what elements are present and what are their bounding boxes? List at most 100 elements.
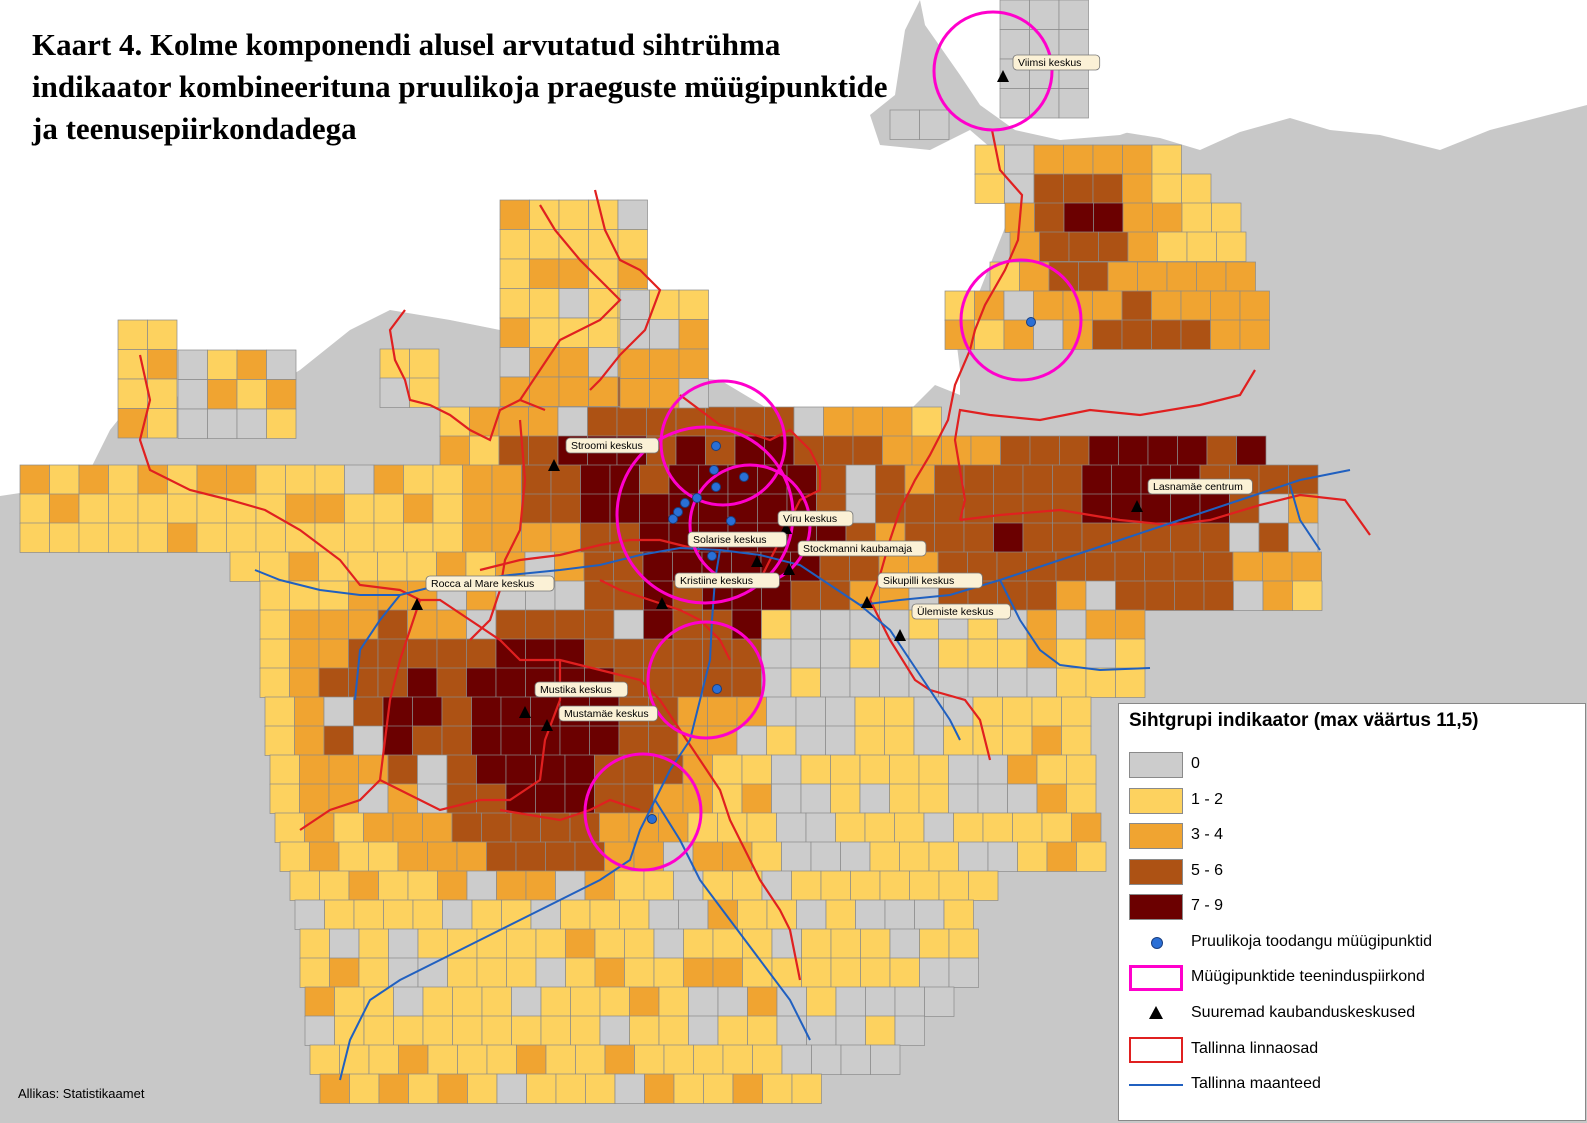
legend-label-7-9: 7 - 9 bbox=[1191, 897, 1224, 914]
grid-cell bbox=[373, 493, 404, 524]
shopping-centre: Stockmanni kaubamaja bbox=[783, 540, 927, 575]
grid-cell bbox=[919, 957, 950, 988]
grid-cell bbox=[820, 667, 851, 698]
grid-cell bbox=[259, 667, 290, 698]
grid-cell bbox=[299, 783, 330, 814]
grid-cell bbox=[147, 408, 178, 439]
grid-cell bbox=[207, 408, 238, 439]
grid-cell bbox=[545, 1044, 576, 1075]
grid-cell bbox=[499, 229, 530, 260]
legend-title: Sihtgrupi indikaator (max väärtus 11,5) bbox=[1129, 710, 1479, 731]
grid-cell bbox=[835, 986, 866, 1017]
grid-cell bbox=[274, 812, 305, 843]
triangle-icon bbox=[656, 597, 668, 609]
grid-cell bbox=[1216, 231, 1247, 262]
legend: Sihtgrupi indikaator (max väärtus 11,5) … bbox=[1118, 703, 1586, 1121]
grid-cell bbox=[446, 754, 477, 785]
grid-cell bbox=[259, 551, 290, 582]
grid-cell bbox=[486, 1044, 517, 1075]
grid-cell bbox=[1206, 435, 1237, 466]
grid-cell bbox=[167, 522, 198, 553]
grid-cell bbox=[333, 812, 364, 843]
grid-cell bbox=[889, 928, 920, 959]
grid-cell bbox=[255, 464, 286, 495]
grid-cell bbox=[318, 609, 349, 640]
grid-cell bbox=[624, 957, 655, 988]
grid-cell bbox=[407, 638, 438, 669]
service-area-circle bbox=[959, 258, 1083, 382]
grid-cell bbox=[1029, 0, 1060, 30]
grid-cell bbox=[207, 349, 238, 380]
grid-cell bbox=[1098, 231, 1129, 262]
grid-cell bbox=[948, 783, 979, 814]
grid-cell bbox=[1114, 551, 1145, 582]
grid-cell bbox=[747, 986, 778, 1017]
grid-cell bbox=[167, 493, 198, 524]
grid-cell bbox=[1173, 551, 1204, 582]
grid-cell bbox=[528, 435, 559, 466]
grid-cell bbox=[698, 493, 729, 524]
grid-cell bbox=[580, 493, 611, 524]
grid-cell bbox=[500, 725, 531, 756]
road-line-icon bbox=[1129, 1084, 1183, 1086]
grid-cell bbox=[934, 493, 965, 524]
grid-cell bbox=[1121, 290, 1152, 321]
grid-cell bbox=[963, 464, 994, 495]
sales-point bbox=[680, 498, 690, 508]
grid-cell bbox=[309, 841, 340, 872]
grid-cell bbox=[722, 1044, 753, 1075]
grid-cell bbox=[558, 288, 589, 319]
grid-cell bbox=[78, 464, 109, 495]
grid-cell bbox=[285, 464, 316, 495]
grid-cell bbox=[339, 1044, 370, 1075]
grid-cell bbox=[1002, 696, 1033, 727]
grid-cell bbox=[406, 551, 437, 582]
grid-cell bbox=[688, 1015, 719, 1046]
grid-cell bbox=[229, 551, 260, 582]
grid-cell bbox=[299, 957, 330, 988]
grid-cell bbox=[604, 1044, 635, 1075]
grid-cell bbox=[565, 957, 596, 988]
grid-cell bbox=[948, 928, 979, 959]
grid-cell bbox=[1033, 290, 1064, 321]
grid-cell bbox=[882, 435, 913, 466]
grid-cell bbox=[678, 289, 709, 320]
grid-cell bbox=[614, 1073, 645, 1104]
grid-cell bbox=[417, 957, 448, 988]
grid-cell bbox=[377, 551, 408, 582]
grid-cell bbox=[830, 957, 861, 988]
legend-label-districts: Tallinna linnaosad bbox=[1191, 1040, 1319, 1057]
triangle-icon bbox=[783, 563, 795, 575]
triangle-icon bbox=[548, 459, 560, 471]
grid-cell bbox=[793, 406, 824, 437]
grid-cell bbox=[865, 1015, 896, 1046]
grid-cell bbox=[432, 493, 463, 524]
grid-cell bbox=[550, 522, 581, 553]
grid-cell bbox=[617, 229, 648, 260]
grid-cell bbox=[1181, 173, 1212, 204]
grid-cell bbox=[790, 580, 821, 611]
grid-cell bbox=[672, 638, 703, 669]
grid-cell bbox=[294, 899, 325, 930]
grid-cell bbox=[967, 667, 998, 698]
grid-cell bbox=[499, 258, 530, 289]
grid-cell bbox=[825, 725, 856, 756]
grid-cell bbox=[894, 812, 925, 843]
grid-cell bbox=[919, 928, 950, 959]
grid-cell bbox=[1140, 493, 1171, 524]
grid-cell bbox=[348, 609, 379, 640]
grid-cell bbox=[678, 899, 709, 930]
grid-cell bbox=[427, 1044, 458, 1075]
grid-cell bbox=[999, 88, 1030, 119]
grid-cell bbox=[334, 986, 365, 1017]
grid-cell bbox=[446, 783, 477, 814]
grid-cell bbox=[412, 696, 443, 727]
grid-cell bbox=[1052, 522, 1083, 553]
grid-cell bbox=[328, 754, 359, 785]
grid-cell bbox=[860, 957, 891, 988]
grid-cell bbox=[717, 986, 748, 1017]
grid-cell bbox=[1085, 580, 1116, 611]
grid-cell bbox=[584, 638, 615, 669]
label-background bbox=[797, 540, 927, 557]
grid-cell bbox=[823, 406, 854, 437]
